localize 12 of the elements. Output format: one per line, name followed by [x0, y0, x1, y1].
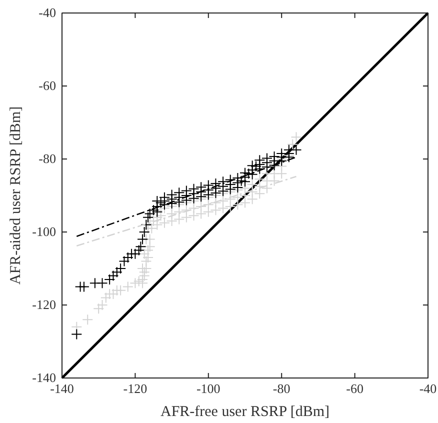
x-tick-label: -120 [123, 381, 148, 396]
y-tick-label: -120 [32, 297, 56, 312]
y-tick-label: -100 [32, 224, 56, 240]
y-tick-label: -60 [38, 78, 56, 94]
x-tick-label: -60 [346, 381, 364, 396]
x-axis-title: AFR-free user RSRP [dBm] [160, 404, 330, 420]
x-tick-label: -40 [419, 381, 437, 396]
y-tick-label: -80 [38, 151, 56, 166]
x-tick-label: -80 [272, 381, 290, 396]
x-tick-label: -100 [196, 381, 220, 396]
y-axis-title: AFR-aided user RSRP [dBm] [8, 106, 24, 285]
y-tick-label: -40 [38, 5, 56, 20]
